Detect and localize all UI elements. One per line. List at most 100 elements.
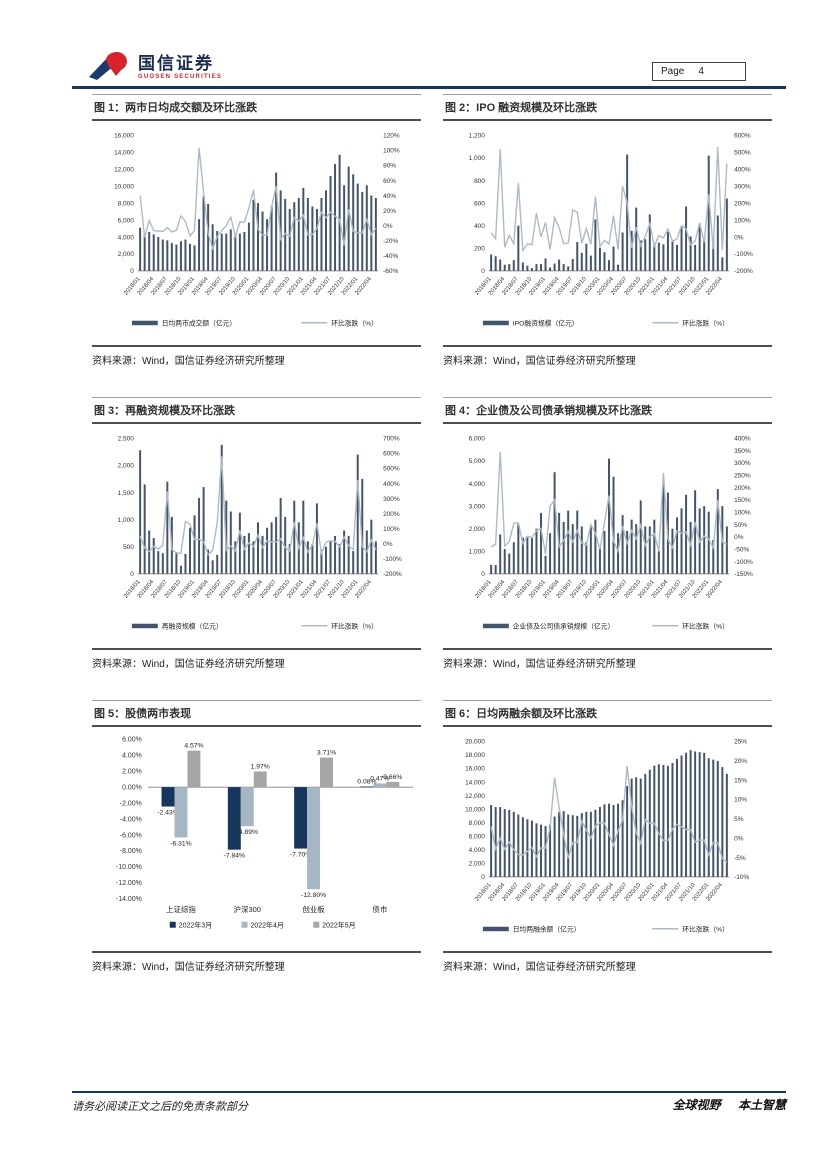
- svg-text:4,000: 4,000: [469, 847, 486, 854]
- svg-text:-6.31%: -6.31%: [170, 840, 191, 847]
- svg-text:-2.00%: -2.00%: [120, 800, 142, 807]
- figure-grid: 图 1：两市日均成交额及环比涨跌 0 2,000 4,000 6,000 8,000 10…: [92, 94, 772, 973]
- svg-text:环比涨跌（%）: 环比涨跌（%）: [682, 622, 729, 631]
- svg-text:150%: 150%: [734, 497, 751, 504]
- svg-text:-4.89%: -4.89%: [237, 829, 258, 836]
- svg-text:日均两融余额（亿元）: 日均两融余额（亿元）: [513, 925, 581, 934]
- figure-3-title: 图 3：再融资规模及环比涨跌: [92, 397, 421, 424]
- figure-3-chart: 0 500 1,000 1,500 2,000 2,500 -200% -100% 0% 100%…: [118, 436, 402, 631]
- svg-text:10,000: 10,000: [114, 183, 134, 190]
- svg-text:2,000: 2,000: [118, 251, 135, 258]
- svg-text:2,000: 2,000: [118, 463, 135, 470]
- svg-text:1,000: 1,000: [118, 517, 135, 524]
- svg-text:600: 600: [474, 200, 485, 207]
- footer-slogan-right: 本土智慧: [737, 1098, 786, 1112]
- svg-text:10%: 10%: [734, 797, 747, 804]
- svg-text:-20%: -20%: [383, 238, 398, 245]
- svg-text:2,000: 2,000: [469, 526, 486, 533]
- svg-text:-7.84%: -7.84%: [224, 853, 245, 860]
- page-label: Page: [661, 66, 685, 77]
- figure-6-source: 资料来源：Wind，国信证券经济研究所整理: [443, 951, 772, 973]
- guosen-logo: 国信证券 GUOSEN SECURITIES: [88, 50, 222, 84]
- header-rule: [72, 86, 786, 89]
- figure-2-title: 图 2：IPO 融资规模及环比涨跌: [443, 94, 772, 121]
- svg-text:300%: 300%: [734, 183, 751, 190]
- svg-text:-14.00%: -14.00%: [116, 896, 142, 903]
- figure-6-chart: 0 2,000 4,000 6,000 8,000 10,000 12,000 14,000 1…: [465, 739, 749, 934]
- svg-text:环比涨跌（%）: 环比涨跌（%）: [682, 925, 729, 934]
- svg-text:600%: 600%: [734, 133, 751, 140]
- svg-text:-40%: -40%: [383, 253, 398, 260]
- svg-text:0.47%: 0.47%: [370, 775, 389, 782]
- svg-text:-12.80%: -12.80%: [301, 892, 326, 899]
- svg-text:0%: 0%: [734, 234, 744, 241]
- logo-text-en: GUOSEN SECURITIES: [138, 74, 223, 80]
- svg-text:4,000: 4,000: [118, 234, 135, 241]
- svg-text:沪深300: 沪深300: [234, 904, 261, 914]
- svg-text:1,000: 1,000: [469, 549, 486, 556]
- svg-text:25%: 25%: [734, 739, 747, 746]
- svg-text:0%: 0%: [734, 534, 744, 541]
- svg-text:16,000: 16,000: [114, 133, 134, 140]
- svg-text:0.08%: 0.08%: [357, 779, 376, 786]
- svg-text:200%: 200%: [383, 511, 400, 518]
- figure-2-chart: 0 200 400 600 800 1,000 1,200 -200% -100% 0% 100% 2…: [469, 133, 753, 328]
- svg-text:120%: 120%: [383, 133, 400, 140]
- svg-text:500%: 500%: [383, 466, 400, 473]
- svg-text:1,200: 1,200: [469, 133, 486, 140]
- svg-text:400: 400: [474, 223, 485, 230]
- svg-text:5,000: 5,000: [469, 458, 486, 465]
- svg-text:10,000: 10,000: [465, 806, 485, 813]
- svg-text:2022年5月: 2022年5月: [322, 921, 355, 930]
- svg-text:2022年3月: 2022年3月: [179, 921, 212, 930]
- svg-text:1,000: 1,000: [469, 155, 486, 162]
- svg-text:-2.43%: -2.43%: [157, 810, 178, 817]
- svg-text:12,000: 12,000: [465, 793, 485, 800]
- svg-text:0: 0: [481, 268, 485, 275]
- figure-1-title: 图 1：两市日均成交额及环比涨跌: [92, 94, 421, 121]
- svg-text:-10%: -10%: [734, 874, 749, 881]
- figure-2: 图 2：IPO 融资规模及环比涨跌 0 200 400 600 800 1,000 1,20…: [443, 94, 772, 367]
- svg-text:700%: 700%: [383, 436, 400, 443]
- svg-text:100%: 100%: [734, 510, 751, 517]
- svg-text:-7.70%: -7.70%: [290, 852, 311, 859]
- footer-slogan: 全球视野 本土智慧: [659, 1096, 786, 1113]
- svg-text:0: 0: [130, 571, 134, 578]
- svg-text:1.97%: 1.97%: [251, 763, 270, 770]
- svg-text:4.57%: 4.57%: [184, 743, 203, 750]
- svg-text:500%: 500%: [734, 150, 751, 157]
- svg-text:600%: 600%: [383, 451, 400, 458]
- svg-text:-4.00%: -4.00%: [120, 816, 142, 823]
- svg-text:20%: 20%: [734, 758, 747, 765]
- guosen-logo-icon: [89, 51, 127, 80]
- svg-text:企业债及公司债承销规模（亿元）: 企业债及公司债承销规模（亿元）: [513, 622, 614, 631]
- logo-text-cn: 国信证券: [138, 54, 214, 73]
- svg-text:3,000: 3,000: [469, 503, 486, 510]
- figure-6: 图 6：日均两融余额及环比涨跌 0 2,000 4,000 6,000 8,000 10,…: [443, 700, 772, 973]
- svg-text:-6.00%: -6.00%: [120, 832, 142, 839]
- svg-text:环比涨跌（%）: 环比涨跌（%）: [331, 622, 378, 631]
- figure-3: 图 3：再融资规模及环比涨跌 0 500 1,000 1,500 2,000 2,500 -…: [92, 397, 421, 670]
- svg-text:40%: 40%: [383, 193, 396, 200]
- svg-text:0%: 0%: [734, 835, 744, 842]
- svg-text:100%: 100%: [383, 526, 400, 533]
- svg-text:-10.00%: -10.00%: [116, 864, 142, 871]
- footer-slogan-left: 全球视野: [672, 1098, 721, 1112]
- svg-text:20,000: 20,000: [465, 739, 485, 746]
- svg-text:1,500: 1,500: [118, 490, 135, 497]
- figure-5-title: 图 5：股债两市表现: [92, 700, 421, 727]
- svg-text:4,000: 4,000: [469, 481, 486, 488]
- figure-1-chart: 0 2,000 4,000 6,000 8,000 10,000 12,000 14,000 1…: [114, 133, 400, 328]
- svg-text:日均两市成交额（亿元）: 日均两市成交额（亿元）: [162, 319, 236, 328]
- svg-text:500: 500: [123, 544, 134, 551]
- svg-text:80%: 80%: [383, 163, 396, 170]
- svg-text:3.71%: 3.71%: [317, 750, 336, 757]
- svg-text:300%: 300%: [734, 460, 751, 467]
- svg-text:-8.00%: -8.00%: [120, 848, 142, 855]
- svg-text:环比涨跌（%）: 环比涨跌（%）: [682, 319, 729, 328]
- svg-text:-100%: -100%: [734, 559, 753, 566]
- svg-text:-50%: -50%: [734, 547, 749, 554]
- svg-text:0: 0: [130, 268, 134, 275]
- svg-text:创业板: 创业板: [302, 904, 325, 914]
